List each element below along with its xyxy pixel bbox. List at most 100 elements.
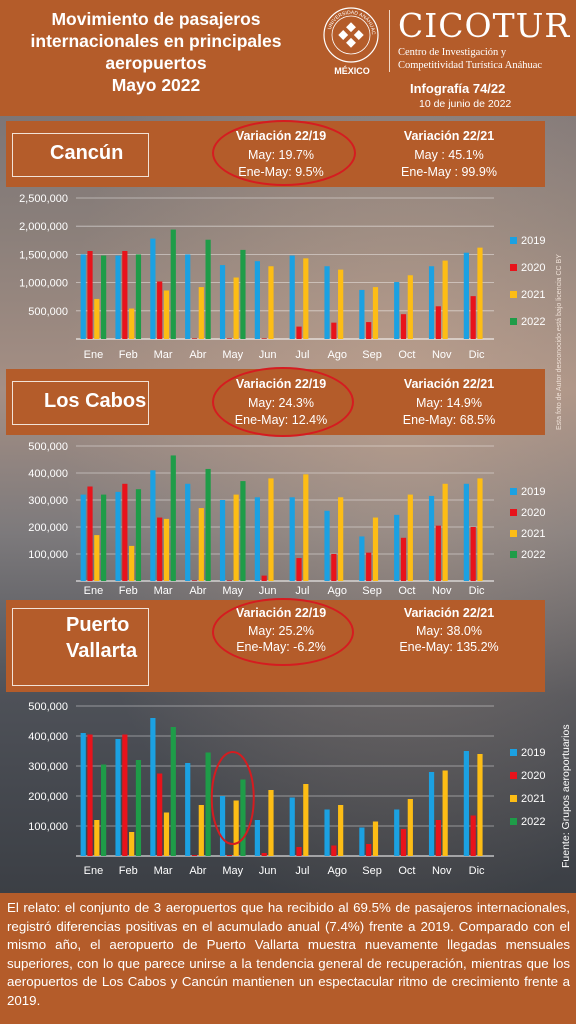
bar-2020-Abr <box>191 855 198 856</box>
bar-2021-Feb <box>129 832 135 856</box>
x-tick-label: Ene <box>84 865 104 877</box>
bar-2021-Ago <box>338 805 344 856</box>
bar-2021-Mar <box>163 518 170 581</box>
legend-label-2020: 2020 <box>521 507 545 519</box>
bar-2019-Nov <box>428 772 435 856</box>
bar-2019-Jul <box>289 497 295 581</box>
header-bar <box>0 0 576 116</box>
bar-2020-Mar <box>157 281 163 339</box>
bar-2019-Abr <box>185 763 191 856</box>
bar-2021-Dic <box>477 754 483 856</box>
infografia-number: Infografía 74/22 <box>410 81 506 96</box>
x-tick-label: Dic <box>469 349 485 361</box>
y-tick-label: 300,000 <box>28 761 68 773</box>
var2221-heading: Variación 22/21 <box>403 129 495 143</box>
legend-label-2019: 2019 <box>521 486 545 498</box>
university-seal-icon: UNIVERSIDAD ANÁHUAC <box>323 7 379 63</box>
bar-2019-Abr <box>185 254 191 339</box>
bar-2022-Ene <box>101 494 107 581</box>
seal-country: MÉXICO <box>334 66 370 76</box>
bar-2022-Mar <box>170 455 176 581</box>
bar-2020-Ago <box>331 845 337 856</box>
bar-2021-Ene <box>94 535 100 581</box>
bar-2020-Mar <box>157 517 163 581</box>
bar-2021-Sep <box>372 517 379 581</box>
bar-2022-Abr <box>205 239 211 339</box>
var2221-heading: Variación 22/21 <box>403 377 495 391</box>
x-tick-label: Nov <box>432 585 452 597</box>
bar-2020-Oct <box>400 314 407 339</box>
header-divider <box>389 10 390 72</box>
bar-2019-Dic <box>463 252 469 339</box>
x-tick-label: Nov <box>432 349 452 361</box>
x-tick-label: Jun <box>259 585 277 597</box>
bar-2022-Mar <box>170 727 176 856</box>
legend-swatch-2022 <box>510 551 517 558</box>
bar-2020-Dic <box>470 527 476 581</box>
bar-2020-Oct <box>400 537 407 581</box>
bar-2021-Mar <box>163 812 170 856</box>
bar-2019-Jul <box>289 255 295 339</box>
bar-2021-Sep <box>372 821 379 856</box>
x-tick-label: Dic <box>469 865 485 877</box>
highlight-ellipse-los-cabos <box>212 367 354 437</box>
bar-2020-Sep <box>366 322 372 339</box>
bar-2021-May <box>233 800 239 856</box>
legend-swatch-2022 <box>510 818 517 825</box>
bar-2019-Ago <box>324 510 330 581</box>
bar-2019-Ago <box>324 809 330 856</box>
bar-2020-Jun <box>261 338 267 339</box>
x-tick-label: Abr <box>189 585 206 597</box>
city-box <box>12 133 149 177</box>
bar-2019-May <box>219 265 226 339</box>
legend-swatch-2020 <box>510 509 517 516</box>
bar-2019-Nov <box>428 495 435 581</box>
photo-credit: Esta foto de Autor desconocido está bajo… <box>556 254 563 430</box>
x-tick-label: Jun <box>259 865 277 877</box>
bar-2020-Nov <box>435 306 441 339</box>
bar-2020-Dic <box>470 815 476 856</box>
x-tick-label: Abr <box>189 865 206 877</box>
var2221-may: May: 14.9% <box>415 396 482 410</box>
bar-2019-Oct <box>394 282 400 339</box>
bar-2019-Jun <box>254 497 260 581</box>
legend-swatch-2022 <box>510 318 517 325</box>
footer-narrative: El relato: el conjunto de 3 aeropuertos … <box>7 900 570 1008</box>
y-tick-label: 100,000 <box>28 821 68 833</box>
x-tick-label: Jul <box>295 349 309 361</box>
city-box <box>12 381 149 425</box>
bar-2020-Jun <box>261 853 267 856</box>
var2221-may: May : 45.1% <box>414 148 484 162</box>
chart-puerto-vallarta: 100,000 200,000 300,000 400,000 500,000 Ene Fe… <box>28 701 545 877</box>
city-name-cancun: Cancún <box>50 142 124 164</box>
city-name-los-cabos: Los Cabos <box>44 390 147 412</box>
bar-2020-Ago <box>331 554 337 581</box>
x-tick-label: Oct <box>398 349 415 361</box>
city-name-puerto-vallarta: Puerto Vallarta <box>66 612 137 664</box>
brand-subtitle: Centro de Investigación y Competitividad… <box>398 46 542 72</box>
bar-2021-Ago <box>338 497 344 581</box>
bar-2022-Ene <box>101 764 107 856</box>
bar-2021-Jun <box>268 790 274 856</box>
y-tick-label: 500,000 <box>28 441 68 453</box>
var2221-heading: Variación 22/21 <box>403 606 495 620</box>
bar-2019-Sep <box>359 536 365 581</box>
city-name-line-2: Vallarta <box>66 640 138 662</box>
var2221-ytd: Ene-May: 135.2% <box>399 640 499 654</box>
bar-2021-Oct <box>407 494 413 581</box>
bar-2021-Dic <box>477 478 483 581</box>
x-tick-label: Jun <box>259 349 277 361</box>
bar-2021-Jul <box>303 474 309 581</box>
bar-2020-Abr <box>191 338 198 339</box>
bar-2020-Jul <box>296 847 302 856</box>
bar-2019-Oct <box>394 809 400 856</box>
bar-2021-Ene <box>94 820 100 856</box>
publication-date: 10 de junio de 2022 <box>419 98 512 110</box>
bar-2020-May <box>226 580 232 581</box>
bar-2019-Mar <box>150 238 156 339</box>
bar-2020-Feb <box>122 734 128 856</box>
bar-2021-Jun <box>268 266 274 339</box>
bar-2021-Nov <box>442 260 448 339</box>
bar-2021-Oct <box>407 275 413 339</box>
bar-2019-Mar <box>150 718 156 856</box>
